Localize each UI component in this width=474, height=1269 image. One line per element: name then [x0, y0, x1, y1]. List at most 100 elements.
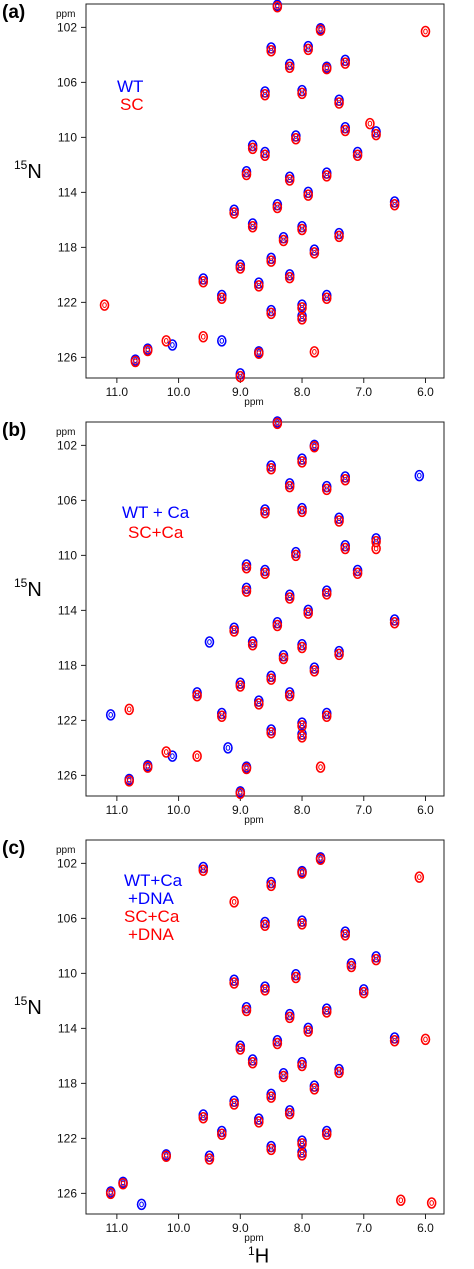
peak-contour: [99, 299, 110, 311]
peak-contour: [241, 1004, 252, 1017]
x-tick-label: 10.0: [167, 803, 191, 817]
peak-contour: [266, 307, 276, 320]
peak-contour: [297, 505, 307, 518]
peak-contour-inner: [299, 90, 305, 97]
peak-contour-inner: [336, 233, 342, 240]
peak-contour-inner: [275, 204, 280, 211]
y-ticks: 102 106 110 114 118 122 126: [57, 856, 86, 1200]
peak-contour: [371, 128, 381, 141]
legend-item-sc-dna: +DNA: [128, 925, 174, 944]
peak-contour-inner: [342, 127, 348, 134]
peak-contour: [297, 456, 307, 468]
peak-contour: [371, 535, 381, 548]
peak-contour-inner: [102, 302, 107, 309]
peak-contour-inner: [268, 882, 274, 889]
peak-contour-inner: [349, 963, 354, 970]
y-tick-label: 102: [57, 856, 77, 870]
peak-contour-inner: [373, 956, 379, 963]
peak-contour: [321, 292, 332, 305]
peak-contour: [192, 750, 202, 762]
peak-contour: [321, 710, 332, 723]
peak-contour-inner: [244, 588, 249, 595]
peak-contour: [124, 775, 135, 787]
peak-contour-inner: [324, 590, 330, 597]
peak-contour: [235, 1043, 246, 1055]
peak-contour-inner: [238, 1046, 243, 1052]
x-tick-label: 11.0: [106, 803, 129, 817]
peak-contour: [254, 347, 264, 360]
peak-contour: [414, 469, 425, 482]
peak-contour: [309, 665, 320, 677]
peak-contour-inner: [268, 47, 274, 54]
y-unit-label: ppm: [56, 9, 75, 20]
y-tick-label: 106: [57, 911, 77, 925]
peaks: [99, 0, 431, 383]
x-ticks: 11.0 10.0 9.0 8.0 7.0 6.0: [106, 796, 434, 817]
y-axis-label-main: N: [27, 579, 41, 601]
peak-contour: [229, 1098, 239, 1110]
nmr-spectrum-b: (b) ppm 15N 102 106 110 114 118 122 126 11.0 10…: [2, 416, 445, 826]
peak-contour-inner: [342, 476, 348, 483]
x-axis-label-sup: 1: [248, 1244, 255, 1258]
peak-contour-inner: [336, 100, 342, 106]
peak-contour: [266, 255, 276, 267]
y-tick-label: 106: [57, 493, 77, 507]
peak-contour-inner: [256, 350, 262, 357]
x-tick-label: 7.0: [355, 803, 372, 817]
peak-contour-inner: [268, 1146, 274, 1153]
peak-contour-inner: [281, 655, 286, 662]
peak-contour-inner: [324, 65, 330, 72]
peak-contour: [247, 638, 258, 651]
peak-contour-inner: [262, 570, 268, 577]
y-tick-label: 118: [58, 1076, 77, 1090]
peak-contour: [284, 689, 295, 702]
peak-contour-inner: [262, 922, 268, 929]
peak-contour: [260, 149, 270, 162]
peak-contour-inner: [336, 651, 342, 658]
peak-contour-inner: [250, 641, 255, 648]
peak-contour-inner: [244, 765, 249, 772]
peak-contour: [161, 1150, 172, 1163]
peak-contour: [365, 117, 375, 130]
peak-contour-inner: [312, 249, 317, 256]
x-tick-label: 11.0: [106, 385, 129, 399]
peak-contour: [266, 1143, 276, 1156]
peak-contour: [266, 726, 276, 739]
peak-contour: [297, 313, 307, 325]
peak-contour-inner: [268, 1094, 274, 1101]
y-tick-label: 106: [57, 75, 77, 89]
peak-contour: [284, 1011, 295, 1024]
peak-contour-inner: [262, 91, 268, 98]
peak-contour: [223, 742, 233, 754]
peak-contour-inner: [423, 28, 428, 35]
peak-contour-inner: [324, 1131, 330, 1138]
peak-contour-inner: [287, 1014, 292, 1021]
y-unit-label: ppm: [56, 427, 75, 438]
peak-contour: [371, 953, 381, 966]
nmr-spectrum-c: (c) ppm 15N 102 106 110 114 118 122 126 11.0 10…: [2, 838, 445, 1244]
peak-contour: [260, 919, 270, 932]
plot-frame: [85, 421, 445, 797]
peak-contour: [142, 344, 153, 357]
peak-contour-inner: [367, 120, 373, 127]
peak-contour: [254, 280, 264, 292]
peak-contour-inner: [392, 201, 397, 208]
peak-contour-inner: [293, 552, 299, 559]
peak-contour-inner: [275, 622, 280, 629]
peak-contour-inner: [299, 920, 305, 927]
peak-contour-inner: [207, 1156, 212, 1162]
peak-contour-inner: [238, 373, 243, 380]
peak-contour-inner: [299, 226, 305, 233]
peak-contour-inner: [324, 295, 330, 302]
x-tick-label: 9.0: [232, 803, 249, 817]
peak-contour: [334, 230, 344, 243]
panel-a: (a) ppm 15N 102 106 110 114 118 122 126 11.0 10…: [0, 0, 474, 410]
peak-contour: [334, 515, 344, 527]
peak-contour-inner: [312, 348, 317, 355]
peak-contour-inner: [299, 458, 305, 465]
peak-contour-inner: [318, 27, 323, 34]
y-tick-label: 126: [57, 350, 77, 364]
peak-contour: [198, 330, 209, 343]
peak-contour-inner: [417, 472, 422, 479]
y-axis-label-sup: 15: [14, 576, 28, 590]
